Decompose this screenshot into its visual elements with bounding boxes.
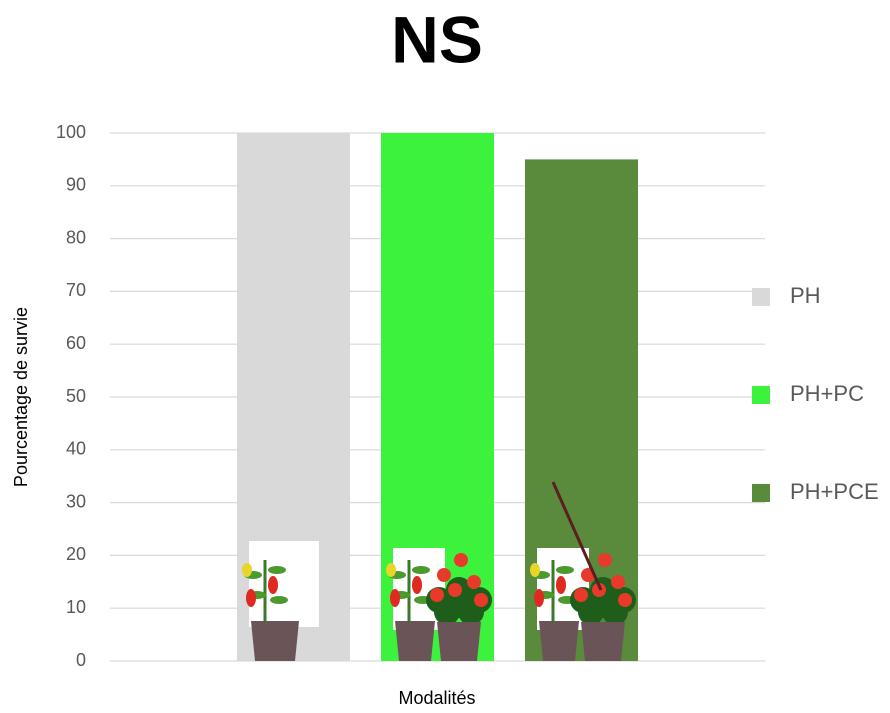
y-tick-label: 80 xyxy=(66,227,86,247)
y-tick-label: 90 xyxy=(66,175,86,195)
legend-swatch xyxy=(752,484,770,502)
flower xyxy=(574,588,588,602)
flower xyxy=(430,588,444,602)
bush xyxy=(446,592,472,618)
flower xyxy=(467,575,481,589)
pepper xyxy=(242,563,252,577)
y-tick-label: 30 xyxy=(66,491,86,511)
legend-label: PH+PC xyxy=(790,381,864,406)
pepper xyxy=(268,576,278,594)
pepper xyxy=(386,563,396,577)
flower xyxy=(437,568,451,582)
pot xyxy=(539,621,579,661)
plant-leaf xyxy=(270,596,288,604)
pepper xyxy=(412,576,422,594)
plant-leaf xyxy=(556,566,574,574)
legend-label: PH xyxy=(790,283,821,308)
pot xyxy=(251,621,299,661)
chart-title: NS xyxy=(391,2,483,76)
pot xyxy=(581,622,625,661)
flower xyxy=(454,553,468,567)
y-tick-label: 100 xyxy=(56,122,86,142)
y-tick-label: 10 xyxy=(66,597,86,617)
flower xyxy=(474,593,488,607)
pepper xyxy=(246,589,256,607)
pot xyxy=(395,621,435,661)
pepper xyxy=(556,576,566,594)
y-tick-label: 60 xyxy=(66,333,86,353)
legend-swatch xyxy=(752,386,770,404)
legend-swatch xyxy=(752,288,770,306)
legend-label: PH+PCE xyxy=(790,479,879,504)
chart: NS Pourcentage de survie Modalités 0 10 20… xyxy=(0,0,890,713)
flower xyxy=(611,575,625,589)
y-tick-label: 40 xyxy=(66,439,86,459)
pepper xyxy=(534,589,544,607)
y-tick-label: 0 xyxy=(76,650,86,670)
flower xyxy=(618,593,632,607)
y-tick-label: 50 xyxy=(66,386,86,406)
pot xyxy=(437,622,481,661)
flower xyxy=(448,583,462,597)
flower xyxy=(598,553,612,567)
y-axis-label: Pourcentage de survie xyxy=(11,307,31,487)
x-axis-label: Modalités xyxy=(398,688,475,708)
y-tick-label: 70 xyxy=(66,280,86,300)
plant-leaf xyxy=(268,566,286,574)
illustration-bg xyxy=(249,541,319,627)
plant-leaf xyxy=(412,566,430,574)
bush xyxy=(590,592,616,618)
pepper xyxy=(390,589,400,607)
pepper xyxy=(530,563,540,577)
y-tick-label: 20 xyxy=(66,544,86,564)
